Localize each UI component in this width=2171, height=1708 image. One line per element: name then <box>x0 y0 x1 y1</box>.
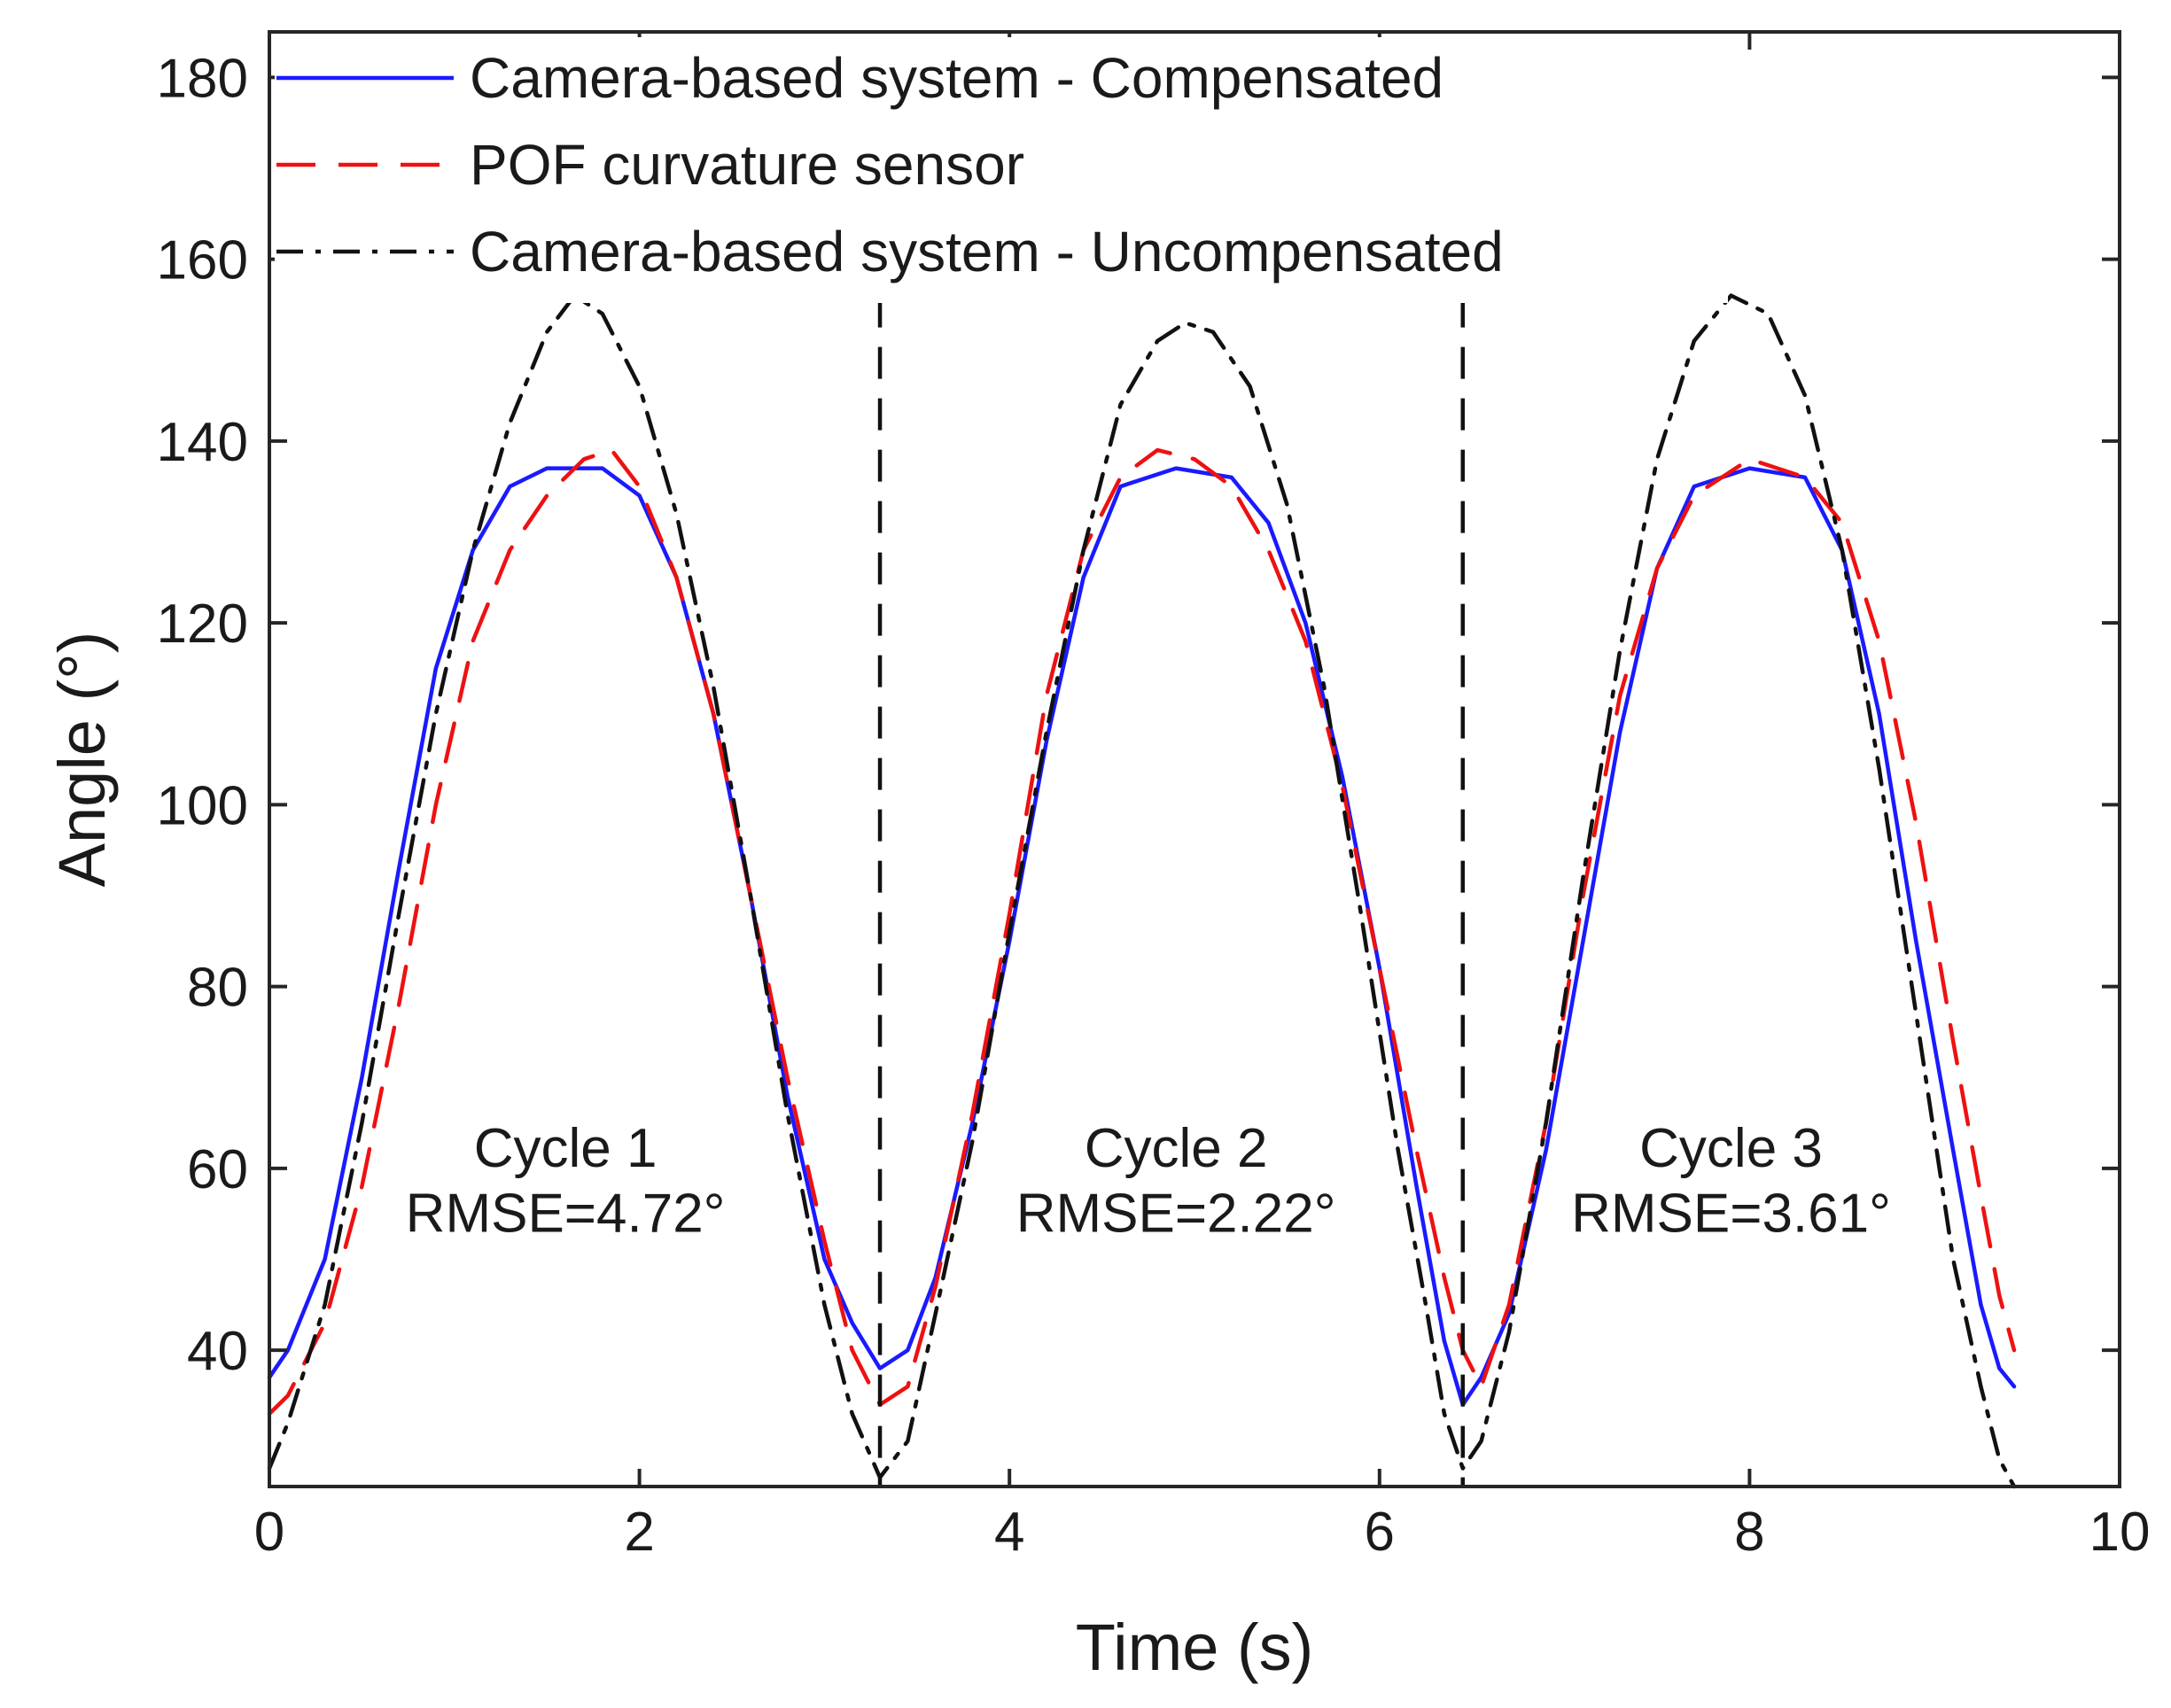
rmse-label: RMSE=2.22° <box>1016 1184 1336 1245</box>
cycle-divider-lines <box>877 295 1466 1487</box>
plot-frame <box>268 30 2121 1488</box>
y-tick-label: 140 <box>157 412 248 473</box>
y-tick-label: 40 <box>187 1321 248 1382</box>
x-tick-label: 6 <box>1365 1502 1395 1563</box>
y-tick-label: 180 <box>157 48 248 109</box>
x-tick-label: 4 <box>994 1502 1024 1563</box>
legend: Camera-based system - Compensated POF cur… <box>275 37 1728 303</box>
y-tick-label: 80 <box>187 958 248 1019</box>
x-tick-label: 0 <box>254 1502 284 1563</box>
x-tick-label: 2 <box>624 1502 654 1563</box>
cycle-label: Cycle 3 <box>1639 1118 1823 1179</box>
axes <box>268 30 2121 1488</box>
cycle-label: Cycle 1 <box>474 1118 658 1179</box>
x-axis-ticks: 0 2 4 6 8 10 <box>254 32 2151 1563</box>
y-tick-label: 120 <box>157 594 248 655</box>
x-tick-label: 10 <box>2089 1502 2151 1563</box>
rmse-label: RMSE=4.72° <box>406 1184 726 1245</box>
y-axis-title: Angle (°) <box>45 632 119 888</box>
series-line-2 <box>267 447 2017 1417</box>
y-tick-label: 60 <box>187 1139 248 1200</box>
legend-label-3: Camera-based system - Uncompensated <box>470 220 1504 283</box>
legend-box <box>275 37 1728 303</box>
y-tick-label: 160 <box>157 230 248 291</box>
legend-label-1: Camera-based system - Compensated <box>470 46 1443 110</box>
cycle-label: Cycle 2 <box>1085 1118 1268 1179</box>
rmse-label: RMSE=3.61° <box>1571 1184 1891 1245</box>
x-tick-label: 8 <box>1734 1502 1764 1563</box>
legend-label-2: POF curvature sensor <box>470 133 1024 197</box>
series-line-1 <box>267 466 2017 1407</box>
x-axis-title: Time (s) <box>1076 1611 1314 1684</box>
y-tick-label: 100 <box>157 775 248 836</box>
